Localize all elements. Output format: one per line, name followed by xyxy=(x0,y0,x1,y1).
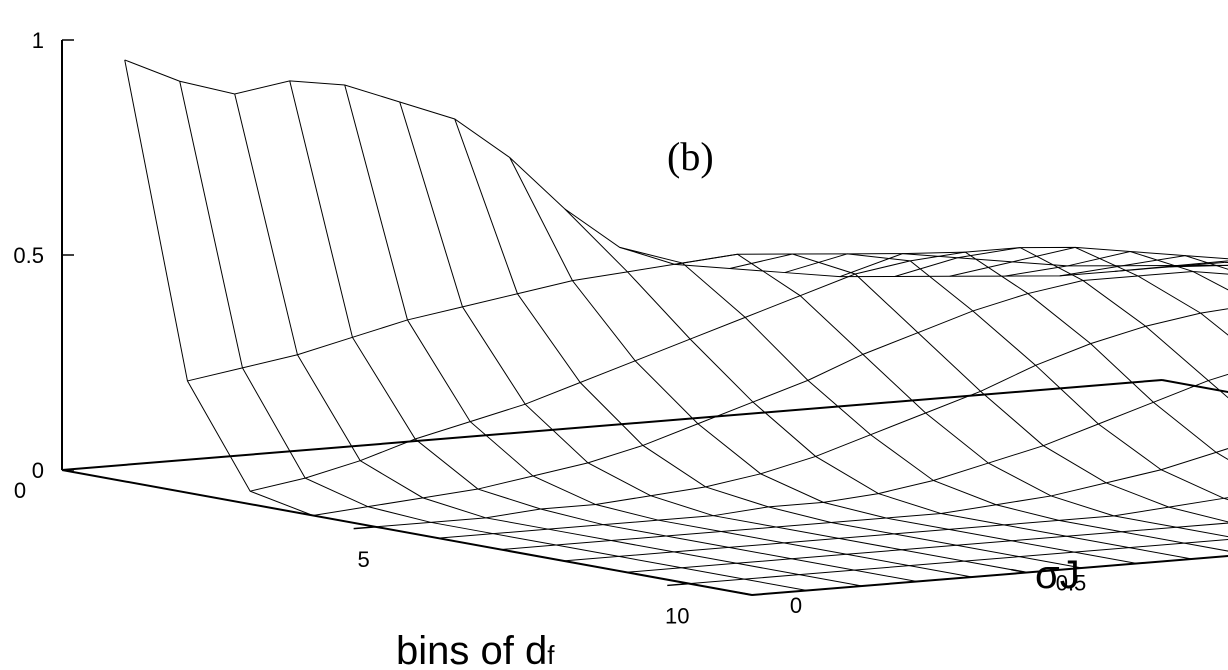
mesh-line-bin-8 xyxy=(626,522,1228,573)
panel-label: (b) xyxy=(667,134,714,179)
mesh-line-sigma-10 xyxy=(674,253,1228,538)
y-tick-label-0: 0 xyxy=(790,593,802,618)
x-tick-1 xyxy=(353,526,376,530)
mesh-line-sigma-0 xyxy=(124,59,753,596)
x-tick-label-2: 10 xyxy=(665,604,689,629)
z-tick-label-0: 0 xyxy=(32,458,44,483)
mesh-line-bin-5 xyxy=(438,373,1228,539)
z-tick-label-2: 1 xyxy=(32,28,44,53)
mesh-line-sigma-11 xyxy=(729,253,1228,523)
mesh-line-bin-2 xyxy=(250,246,1228,492)
mesh-line-bin-7 xyxy=(563,497,1228,562)
x-tick-2 xyxy=(667,582,690,587)
mesh-line-bin-4 xyxy=(375,308,1228,528)
axes xyxy=(61,40,1228,596)
x-tick-label-1: 5 xyxy=(358,547,370,572)
mesh-line-bin-9 xyxy=(689,539,1228,585)
x-axis-label: bins of df xyxy=(396,629,555,670)
y-axis-label: σJ xyxy=(1035,553,1080,597)
x-axis-label-sub: f xyxy=(547,640,555,670)
back-right-edge xyxy=(1161,379,1228,393)
z-tick-label-1: 0.5 xyxy=(13,243,44,268)
mesh-line-bin-10 xyxy=(751,555,1228,596)
mesh-line-bin-3 xyxy=(312,270,1228,516)
x-tick-label-0: 0 xyxy=(14,478,26,503)
y-tick-1 xyxy=(1011,568,1028,574)
back-left-edge xyxy=(61,379,1163,471)
mesh-line-sigma-17 xyxy=(1059,255,1228,277)
x-axis-label-main: bins of d xyxy=(396,629,547,670)
mesh-line-bin-6 xyxy=(501,448,1228,551)
x-axis-line xyxy=(61,469,753,596)
mesh-line-sigma-15 xyxy=(949,246,1228,336)
surface-mesh xyxy=(124,59,1228,596)
mesh-line-bin-1 xyxy=(187,253,1228,382)
y-tick-label-1: 0.5 xyxy=(1056,571,1087,596)
mesh-line-sigma-18 xyxy=(1114,260,1228,272)
mesh-line-sigma-6 xyxy=(454,118,1083,569)
mesh-line-sigma-16 xyxy=(1004,250,1228,291)
y-tick-0 xyxy=(736,591,753,596)
y-axis-line xyxy=(751,555,1228,596)
